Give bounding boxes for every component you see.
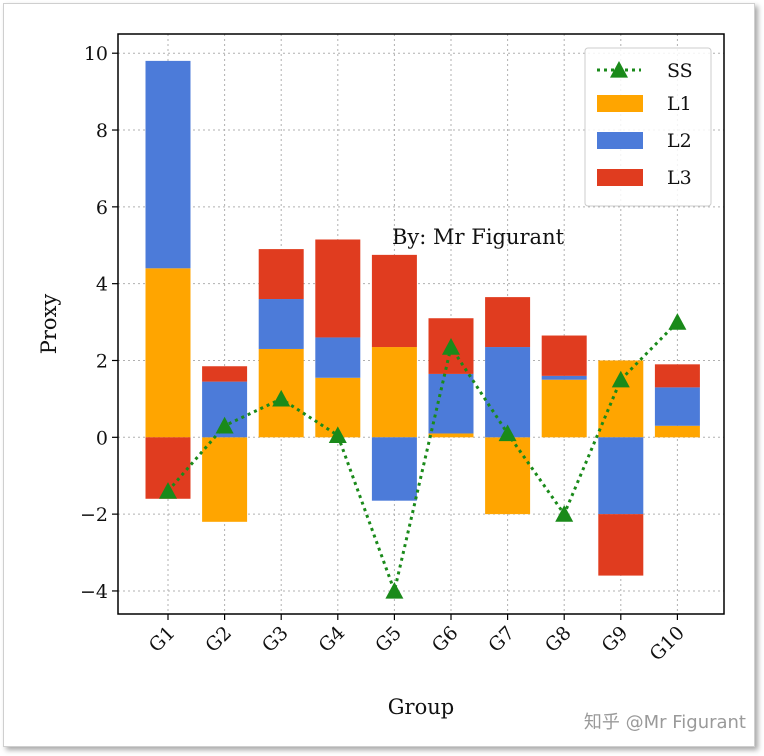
ss-marker-g10 xyxy=(668,313,687,330)
bar-l1-g2 xyxy=(202,437,248,522)
x-tick-label: G3 xyxy=(258,622,293,657)
y-ticks: −4 −2 0 2 4 6 8 10 xyxy=(80,43,118,603)
bar-l3-g10 xyxy=(654,364,700,388)
x-tick-label: G2 xyxy=(201,622,236,657)
legend-swatch-l2 xyxy=(597,132,643,149)
y-tick-label: 4 xyxy=(96,274,108,296)
bar-l3-g2 xyxy=(202,366,248,382)
legend-swatch-l3 xyxy=(597,169,643,186)
bar-l2-g4 xyxy=(315,337,361,378)
ss-marker-g8 xyxy=(555,505,574,522)
y-tick-label: 2 xyxy=(96,350,108,372)
y-tick-label: 0 xyxy=(96,427,108,449)
bar-l2-g1 xyxy=(145,60,191,269)
bar-l2-g3 xyxy=(258,299,304,349)
bar-l1-g5 xyxy=(371,347,417,438)
bar-l3-g7 xyxy=(485,297,531,348)
ss-marker-g9 xyxy=(611,370,630,388)
bar-l2-g9 xyxy=(598,437,644,515)
axes-box xyxy=(117,33,725,615)
x-ticks: G1 G2 G3 G4 G5 G6 G7 G8 G9 G10 xyxy=(145,614,689,665)
bar-l1-g7 xyxy=(485,437,531,515)
bar-l2-g5 xyxy=(371,437,417,501)
legend-box xyxy=(584,47,712,207)
x-tick-label: G5 xyxy=(371,622,406,657)
ss-marker-g6 xyxy=(442,338,460,355)
annotation-text: By: Mr Figurant xyxy=(392,225,565,249)
legend-label-l1: L1 xyxy=(667,93,692,115)
legend-ss-marker xyxy=(610,61,628,78)
bars xyxy=(145,60,700,576)
bar-l3-g4 xyxy=(315,239,361,338)
ss-marker-g3 xyxy=(272,389,291,407)
y-tick-label: 8 xyxy=(96,120,108,142)
y-tick-label: −4 xyxy=(80,581,108,603)
y-tick-label: −2 xyxy=(80,504,108,526)
legend-label-ss: SS xyxy=(667,60,693,82)
legend-swatch-l1 xyxy=(597,95,643,112)
bar-l2-g6 xyxy=(428,373,474,434)
x-tick-label: G1 xyxy=(145,622,180,657)
y-tick-label: 6 xyxy=(96,197,108,219)
x-tick-label: G4 xyxy=(314,622,349,657)
bar-l2-g7 xyxy=(485,347,531,438)
ss-marker-g2 xyxy=(215,416,234,434)
x-tick-label: G8 xyxy=(541,622,576,657)
x-tick-label: G9 xyxy=(597,622,632,657)
ss-marker-g4 xyxy=(328,426,347,444)
ss-marker-g7 xyxy=(498,424,517,442)
watermark: 知乎 @Mr Figurant xyxy=(584,712,746,733)
x-tick-label: G7 xyxy=(484,622,519,657)
ss-line xyxy=(159,313,687,599)
legend-label-l2: L2 xyxy=(667,130,692,152)
ss-marker-g1 xyxy=(159,482,177,499)
y-axis-label: Proxy xyxy=(37,294,61,355)
bar-l3-g9 xyxy=(598,514,644,576)
x-tick-label: G10 xyxy=(646,622,689,665)
bar-l1-g1 xyxy=(145,268,191,438)
y-tick-label: 10 xyxy=(84,43,108,65)
x-tick-label: G6 xyxy=(428,622,463,657)
bar-l1-g10 xyxy=(654,425,700,438)
bar-l3-g5 xyxy=(371,254,417,348)
bar-l1-g8 xyxy=(541,379,587,438)
bar-l3-g3 xyxy=(258,249,304,300)
bar-l2-g8 xyxy=(541,375,587,380)
legend: SS L1 L2 L3 xyxy=(584,47,712,207)
bar-l2-g10 xyxy=(654,387,700,426)
legend-label-l3: L3 xyxy=(667,167,692,189)
x-axis-label: Group xyxy=(388,695,454,719)
bar-l1-g6 xyxy=(428,433,474,438)
ss-marker-g5 xyxy=(385,581,404,599)
bar-l3-g8 xyxy=(541,335,587,376)
